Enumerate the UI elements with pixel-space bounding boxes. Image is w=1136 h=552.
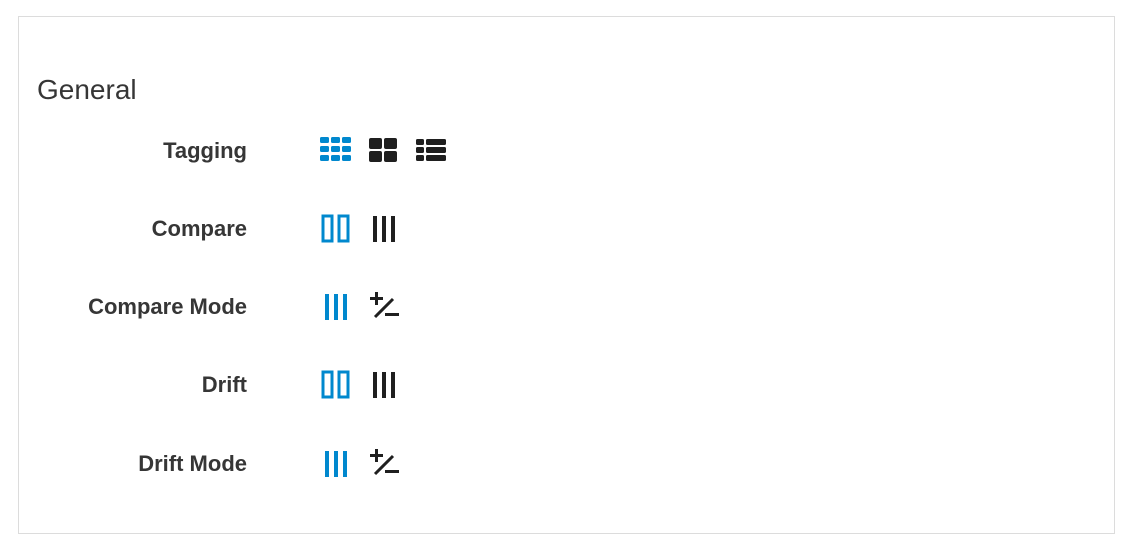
setting-label: Drift Mode	[138, 451, 247, 476]
setting-row-compare-mode: Compare Mode	[19, 287, 1114, 327]
tile-view-icon[interactable]	[319, 134, 353, 168]
expanded-columns-icon[interactable]	[319, 212, 353, 246]
details-columns-icon[interactable]	[319, 290, 353, 324]
settings-panel: General Tagging Compare	[18, 16, 1115, 534]
setting-label: Compare Mode	[88, 294, 247, 319]
expanded-columns-icon[interactable]	[319, 368, 353, 402]
view-toggle-group	[319, 444, 415, 484]
setting-label: Drift	[201, 372, 247, 397]
setting-label: Compare	[151, 216, 247, 241]
setting-row-compare: Compare	[19, 209, 1114, 249]
setting-row-drift: Drift	[19, 365, 1114, 405]
settings-rows: Tagging Compare	[19, 17, 1114, 533]
view-toggle-group	[319, 209, 415, 249]
setting-row-drift-mode: Drift Mode	[19, 444, 1114, 484]
list-view-icon[interactable]	[415, 134, 449, 168]
exists-mode-icon[interactable]	[367, 290, 401, 324]
section-title: General	[37, 74, 137, 105]
compressed-columns-icon[interactable]	[367, 212, 401, 246]
view-toggle-group	[319, 131, 463, 171]
view-toggle-group	[319, 365, 415, 405]
setting-label: Tagging	[163, 138, 247, 163]
setting-row-tagging: Tagging	[19, 131, 1114, 171]
compressed-columns-icon[interactable]	[367, 368, 401, 402]
exists-mode-icon[interactable]	[367, 447, 401, 481]
view-toggle-group	[319, 287, 415, 327]
grid-view-icon[interactable]	[367, 134, 401, 168]
details-columns-icon[interactable]	[319, 447, 353, 481]
